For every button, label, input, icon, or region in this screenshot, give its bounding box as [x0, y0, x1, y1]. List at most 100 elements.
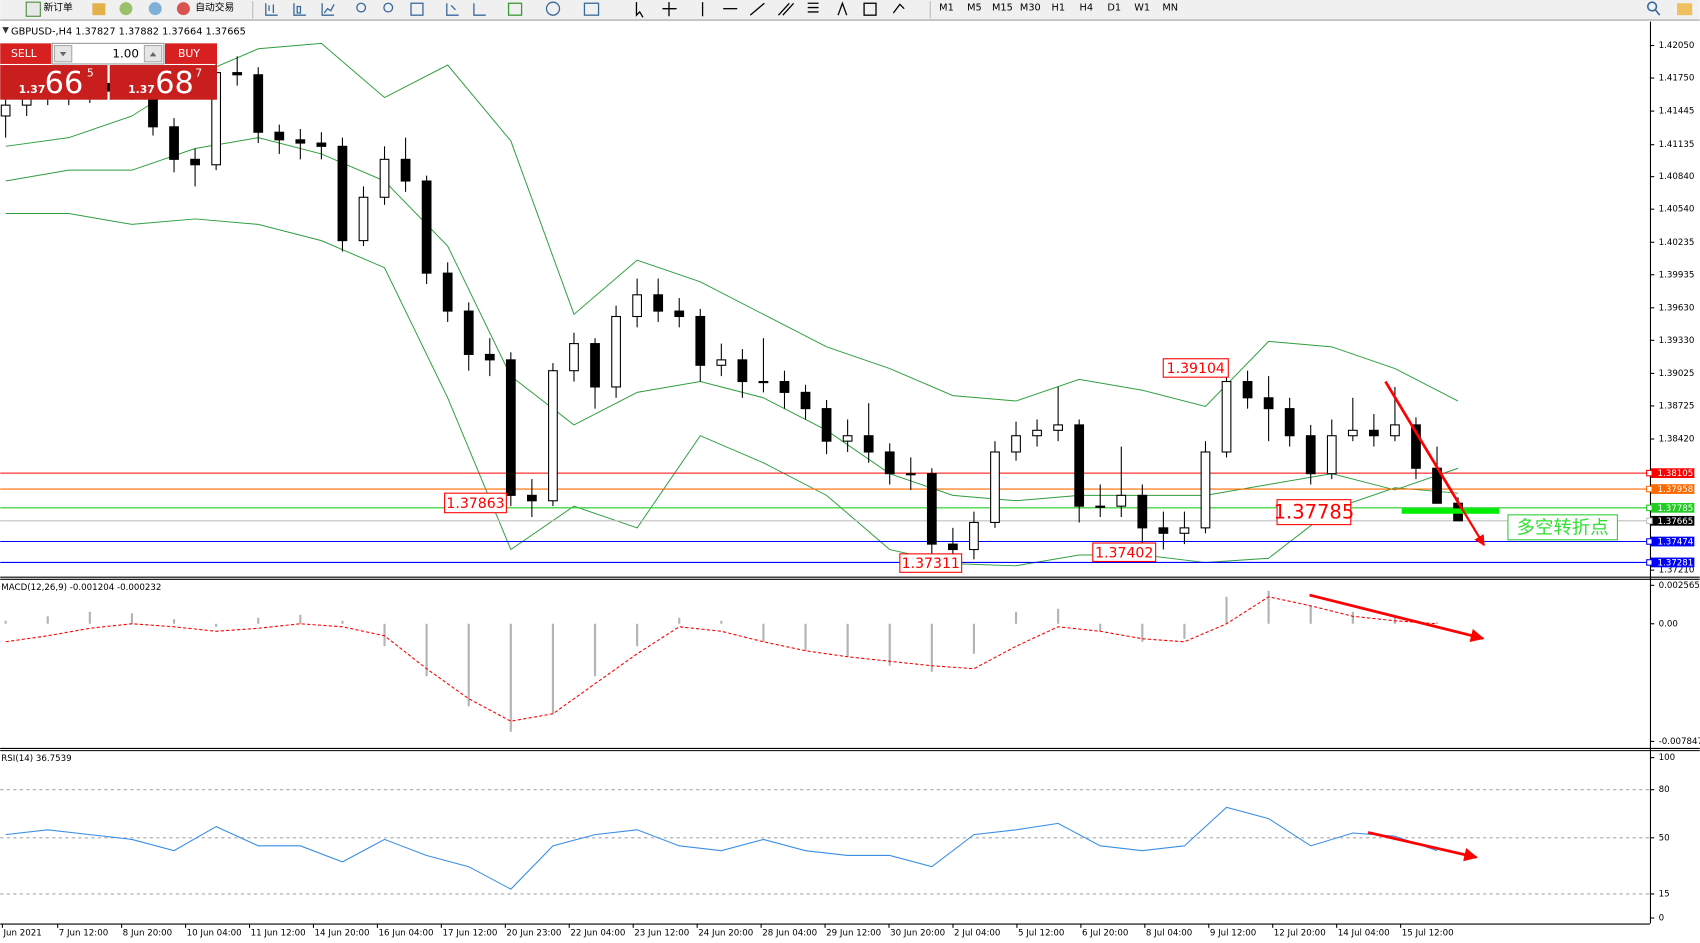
candle-body — [1390, 424, 1400, 437]
timeframe-button[interactable]: M5 — [967, 3, 982, 14]
templates-icon[interactable] — [583, 2, 600, 16]
annotation-box — [1092, 542, 1157, 563]
fibo-icon[interactable] — [807, 2, 819, 13]
periods-icon[interactable] — [545, 1, 561, 16]
x-tick-label: Jun 2021 — [2, 929, 41, 939]
y-tick-label: 1.40235 — [1659, 238, 1695, 248]
label-icon[interactable] — [863, 2, 877, 16]
price-level-label: 1.37281 — [1658, 558, 1694, 568]
candle-body — [1137, 494, 1148, 529]
x-tick-label: 20 Jun 23:00 — [506, 929, 561, 939]
candle-body — [400, 158, 411, 182]
channel-icon[interactable] — [777, 2, 795, 16]
arrows-icon[interactable] — [892, 3, 905, 14]
y-tick-label: 15 — [1659, 889, 1670, 899]
y-tick-label: 1.39025 — [1659, 369, 1695, 379]
zoom-out-icon[interactable] — [383, 2, 394, 13]
sell-button[interactable] — [0, 43, 52, 64]
y-tick-label: 100 — [1659, 753, 1676, 763]
search-icon[interactable] — [1646, 1, 1658, 12]
auto-trading-button[interactable]: 自动交易 — [195, 1, 234, 14]
sell-price-box[interactable] — [0, 65, 108, 100]
chart-header: GBPUSD-,H4 1.37827 1.37882 1.37664 1.376… — [11, 26, 246, 37]
price-level-handle — [1646, 504, 1653, 512]
timeframe-button[interactable]: MN — [1162, 3, 1178, 14]
menu-icon[interactable] — [1677, 3, 1693, 16]
search-icon[interactable] — [1654, 9, 1661, 16]
x-tick-label: 12 Jul 20:00 — [1274, 929, 1326, 939]
price-level-tag — [1651, 484, 1695, 494]
candle-body — [1179, 527, 1190, 534]
annotation-box — [1162, 358, 1229, 378]
candle-body — [863, 435, 874, 453]
buy-price-big: 68 — [155, 66, 194, 101]
candle-body — [1011, 435, 1021, 453]
candle-body — [632, 294, 643, 318]
scroll-icon[interactable] — [446, 3, 459, 16]
icon[interactable] — [119, 2, 133, 16]
timeframe-button[interactable]: M1 — [939, 3, 954, 14]
x-tick-label: 10 Jun 04:00 — [187, 929, 242, 939]
price-level-handle — [1646, 538, 1653, 545]
timeframe-button[interactable]: H1 — [1052, 3, 1066, 14]
zoom-in-icon[interactable] — [356, 2, 367, 13]
buy-label[interactable]: BUY — [178, 47, 200, 60]
trend-arrow — [1384, 380, 1464, 511]
x-tick-label: 5 Jul 12:00 — [1018, 929, 1064, 939]
y-tick-label: 1.38420 — [1659, 434, 1695, 444]
candle-body — [442, 272, 453, 312]
sell-label[interactable]: SELL — [11, 47, 37, 60]
candle-body — [1368, 429, 1379, 437]
tool-icons[interactable] — [265, 1, 905, 18]
timeframe-button[interactable]: M30 — [1020, 3, 1041, 14]
candle-icon[interactable] — [293, 3, 306, 16]
annotation-label: 1.39104 — [1167, 361, 1225, 377]
text-icon[interactable] — [837, 1, 848, 16]
timeframe-button[interactable]: H4 — [1080, 3, 1094, 14]
new-order-button[interactable]: 新订单 — [44, 1, 73, 14]
symbol-icon — [2, 27, 9, 34]
lots-box[interactable] — [51, 42, 165, 65]
auto-trading-icon[interactable] — [176, 2, 190, 16]
cursor-icon[interactable] — [635, 2, 644, 18]
lots-value[interactable]: 1.00 — [112, 47, 139, 61]
rsi-arrow — [1367, 831, 1478, 862]
buy-price-box[interactable] — [109, 65, 217, 100]
lots-up-arrow — [149, 52, 157, 57]
candle-body — [421, 180, 432, 274]
annotation-label: 1.37402 — [1095, 545, 1153, 561]
candle-body — [926, 473, 937, 545]
price-level-handle — [1646, 559, 1653, 566]
shift-icon[interactable] — [473, 3, 486, 16]
candle-body — [253, 74, 264, 133]
new-order-icon[interactable] — [25, 1, 41, 17]
candle-body — [737, 359, 748, 383]
candle-body — [1347, 429, 1358, 437]
candle-body — [884, 451, 895, 475]
crosshair-icon[interactable] — [662, 2, 677, 17]
y-tick-label: 1.39330 — [1659, 336, 1695, 346]
x-tick-label: 30 Jun 20:00 — [890, 929, 945, 939]
timeframe-button[interactable]: W1 — [1134, 3, 1150, 14]
tile-icon[interactable] — [410, 2, 424, 16]
candle-body — [316, 142, 327, 147]
price-level-tag — [1651, 536, 1695, 547]
icon[interactable] — [148, 2, 162, 16]
x-tick-label: 29 Jun 12:00 — [826, 929, 881, 939]
price-level-handle — [1646, 485, 1653, 493]
timeframe-button[interactable]: M15 — [992, 3, 1013, 14]
line-icon[interactable] — [321, 3, 335, 16]
icon[interactable] — [92, 3, 106, 16]
buy-button[interactable] — [164, 43, 217, 64]
trendline-icon[interactable] — [749, 2, 765, 16]
bar-chart-icon[interactable] — [265, 3, 278, 16]
candle-body — [1032, 429, 1042, 437]
timeframe-button[interactable]: D1 — [1107, 3, 1121, 14]
candle-body — [463, 310, 474, 355]
candle-body — [1242, 380, 1253, 399]
indicators-icon[interactable] — [507, 2, 523, 16]
trend-arrow-head — [1461, 508, 1486, 547]
